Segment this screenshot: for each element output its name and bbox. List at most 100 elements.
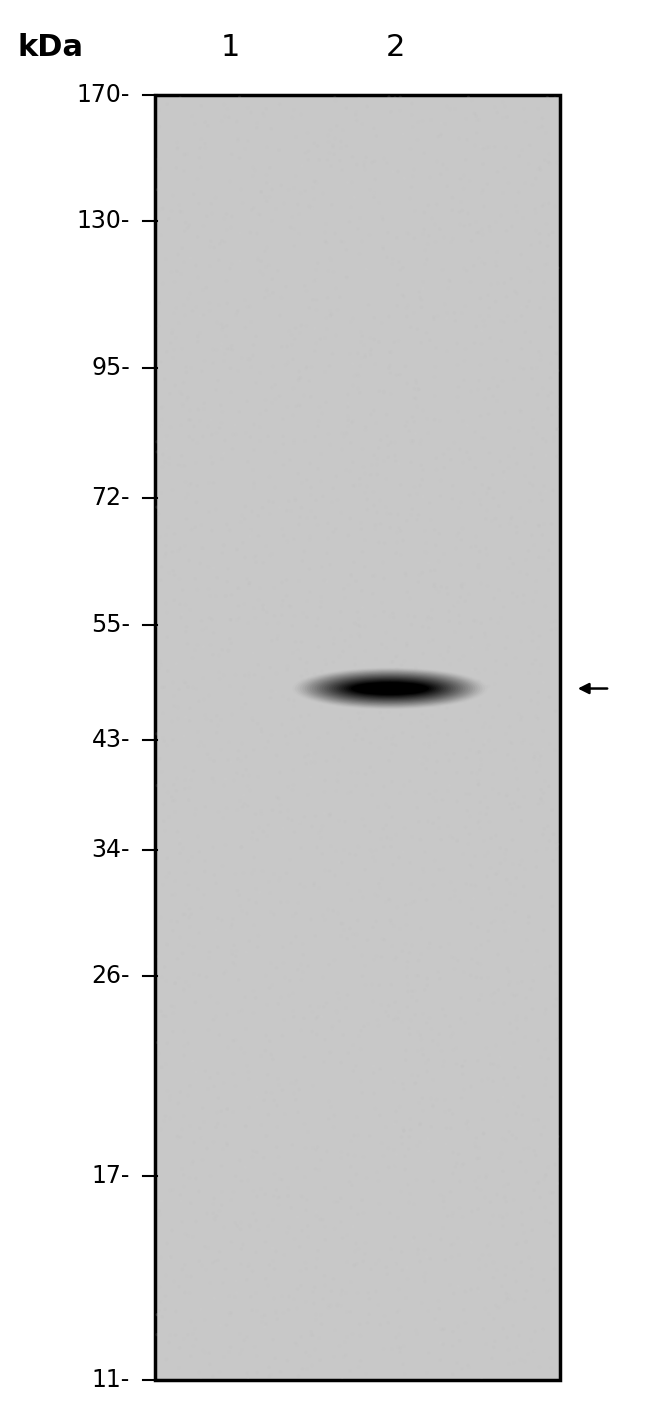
- Point: [269, 1089, 280, 1111]
- Point: [272, 625, 283, 647]
- Point: [478, 1317, 489, 1339]
- Point: [341, 266, 352, 289]
- Point: [500, 226, 510, 248]
- Point: [332, 489, 343, 511]
- Point: [483, 1234, 493, 1257]
- Point: [228, 423, 239, 446]
- Point: [320, 1275, 330, 1297]
- Point: [466, 1231, 476, 1254]
- Point: [218, 1269, 228, 1292]
- Point: [350, 729, 360, 751]
- Point: [406, 430, 416, 453]
- Point: [324, 719, 334, 741]
- Point: [175, 842, 185, 864]
- Point: [306, 751, 316, 773]
- Point: [434, 968, 445, 991]
- Point: [447, 1245, 457, 1268]
- Point: [241, 941, 252, 964]
- Point: [522, 563, 532, 586]
- Point: [235, 1342, 245, 1365]
- Point: [521, 670, 531, 692]
- Point: [178, 209, 188, 231]
- Point: [359, 1243, 370, 1265]
- Point: [398, 195, 408, 217]
- Point: [519, 1086, 529, 1108]
- Point: [399, 1119, 410, 1142]
- Point: [254, 1353, 265, 1376]
- Point: [204, 597, 214, 619]
- Point: [545, 1279, 555, 1302]
- Point: [197, 619, 207, 642]
- Point: [381, 637, 391, 660]
- Point: [424, 724, 435, 747]
- Point: [254, 925, 264, 947]
- Point: [209, 237, 220, 259]
- Point: [434, 817, 445, 839]
- Point: [251, 1349, 261, 1372]
- Point: [186, 472, 196, 495]
- Point: [289, 432, 299, 454]
- Point: [372, 524, 382, 546]
- Point: [266, 406, 277, 429]
- Point: [254, 817, 264, 839]
- Point: [436, 112, 446, 134]
- Point: [283, 534, 294, 556]
- Point: [262, 993, 272, 1016]
- Point: [264, 1356, 274, 1379]
- Point: [209, 1167, 219, 1189]
- Point: [298, 601, 309, 623]
- Point: [294, 1223, 305, 1245]
- Point: [317, 1313, 327, 1335]
- Point: [174, 678, 184, 700]
- Point: [296, 314, 307, 336]
- Point: [416, 1300, 426, 1323]
- Point: [480, 953, 490, 975]
- Point: [506, 731, 517, 754]
- Point: [536, 158, 546, 181]
- Point: [517, 254, 527, 276]
- Point: [491, 255, 502, 277]
- Point: [538, 846, 549, 869]
- Point: [484, 1044, 495, 1066]
- Point: [281, 1136, 291, 1159]
- Point: [200, 1341, 211, 1363]
- Point: [266, 1316, 276, 1338]
- Point: [219, 534, 229, 556]
- Point: [253, 654, 263, 677]
- Point: [489, 156, 499, 178]
- Point: [415, 474, 426, 496]
- Point: [350, 653, 360, 675]
- Point: [333, 750, 344, 772]
- Point: [202, 205, 212, 227]
- Point: [317, 1302, 327, 1324]
- Point: [378, 818, 389, 841]
- Point: [439, 1272, 449, 1295]
- Point: [289, 583, 299, 605]
- Point: [457, 884, 467, 906]
- Point: [219, 350, 229, 373]
- Point: [523, 912, 534, 934]
- Point: [300, 1136, 311, 1159]
- Point: [207, 909, 217, 932]
- Point: [288, 905, 298, 927]
- Point: [441, 743, 452, 765]
- Point: [458, 1153, 469, 1175]
- Point: [200, 1236, 210, 1258]
- Point: [502, 305, 513, 328]
- Text: 34-: 34-: [92, 838, 130, 863]
- Point: [389, 915, 399, 937]
- Point: [214, 416, 225, 439]
- Point: [454, 496, 464, 518]
- Point: [263, 1063, 273, 1086]
- Point: [192, 878, 203, 901]
- Point: [512, 516, 522, 538]
- Point: [272, 804, 282, 827]
- Point: [380, 621, 391, 643]
- Point: [514, 1157, 525, 1180]
- Point: [185, 1192, 196, 1215]
- Point: [227, 768, 238, 790]
- Point: [226, 143, 237, 165]
- Point: [208, 1079, 218, 1101]
- Point: [488, 412, 498, 434]
- Point: [351, 689, 361, 712]
